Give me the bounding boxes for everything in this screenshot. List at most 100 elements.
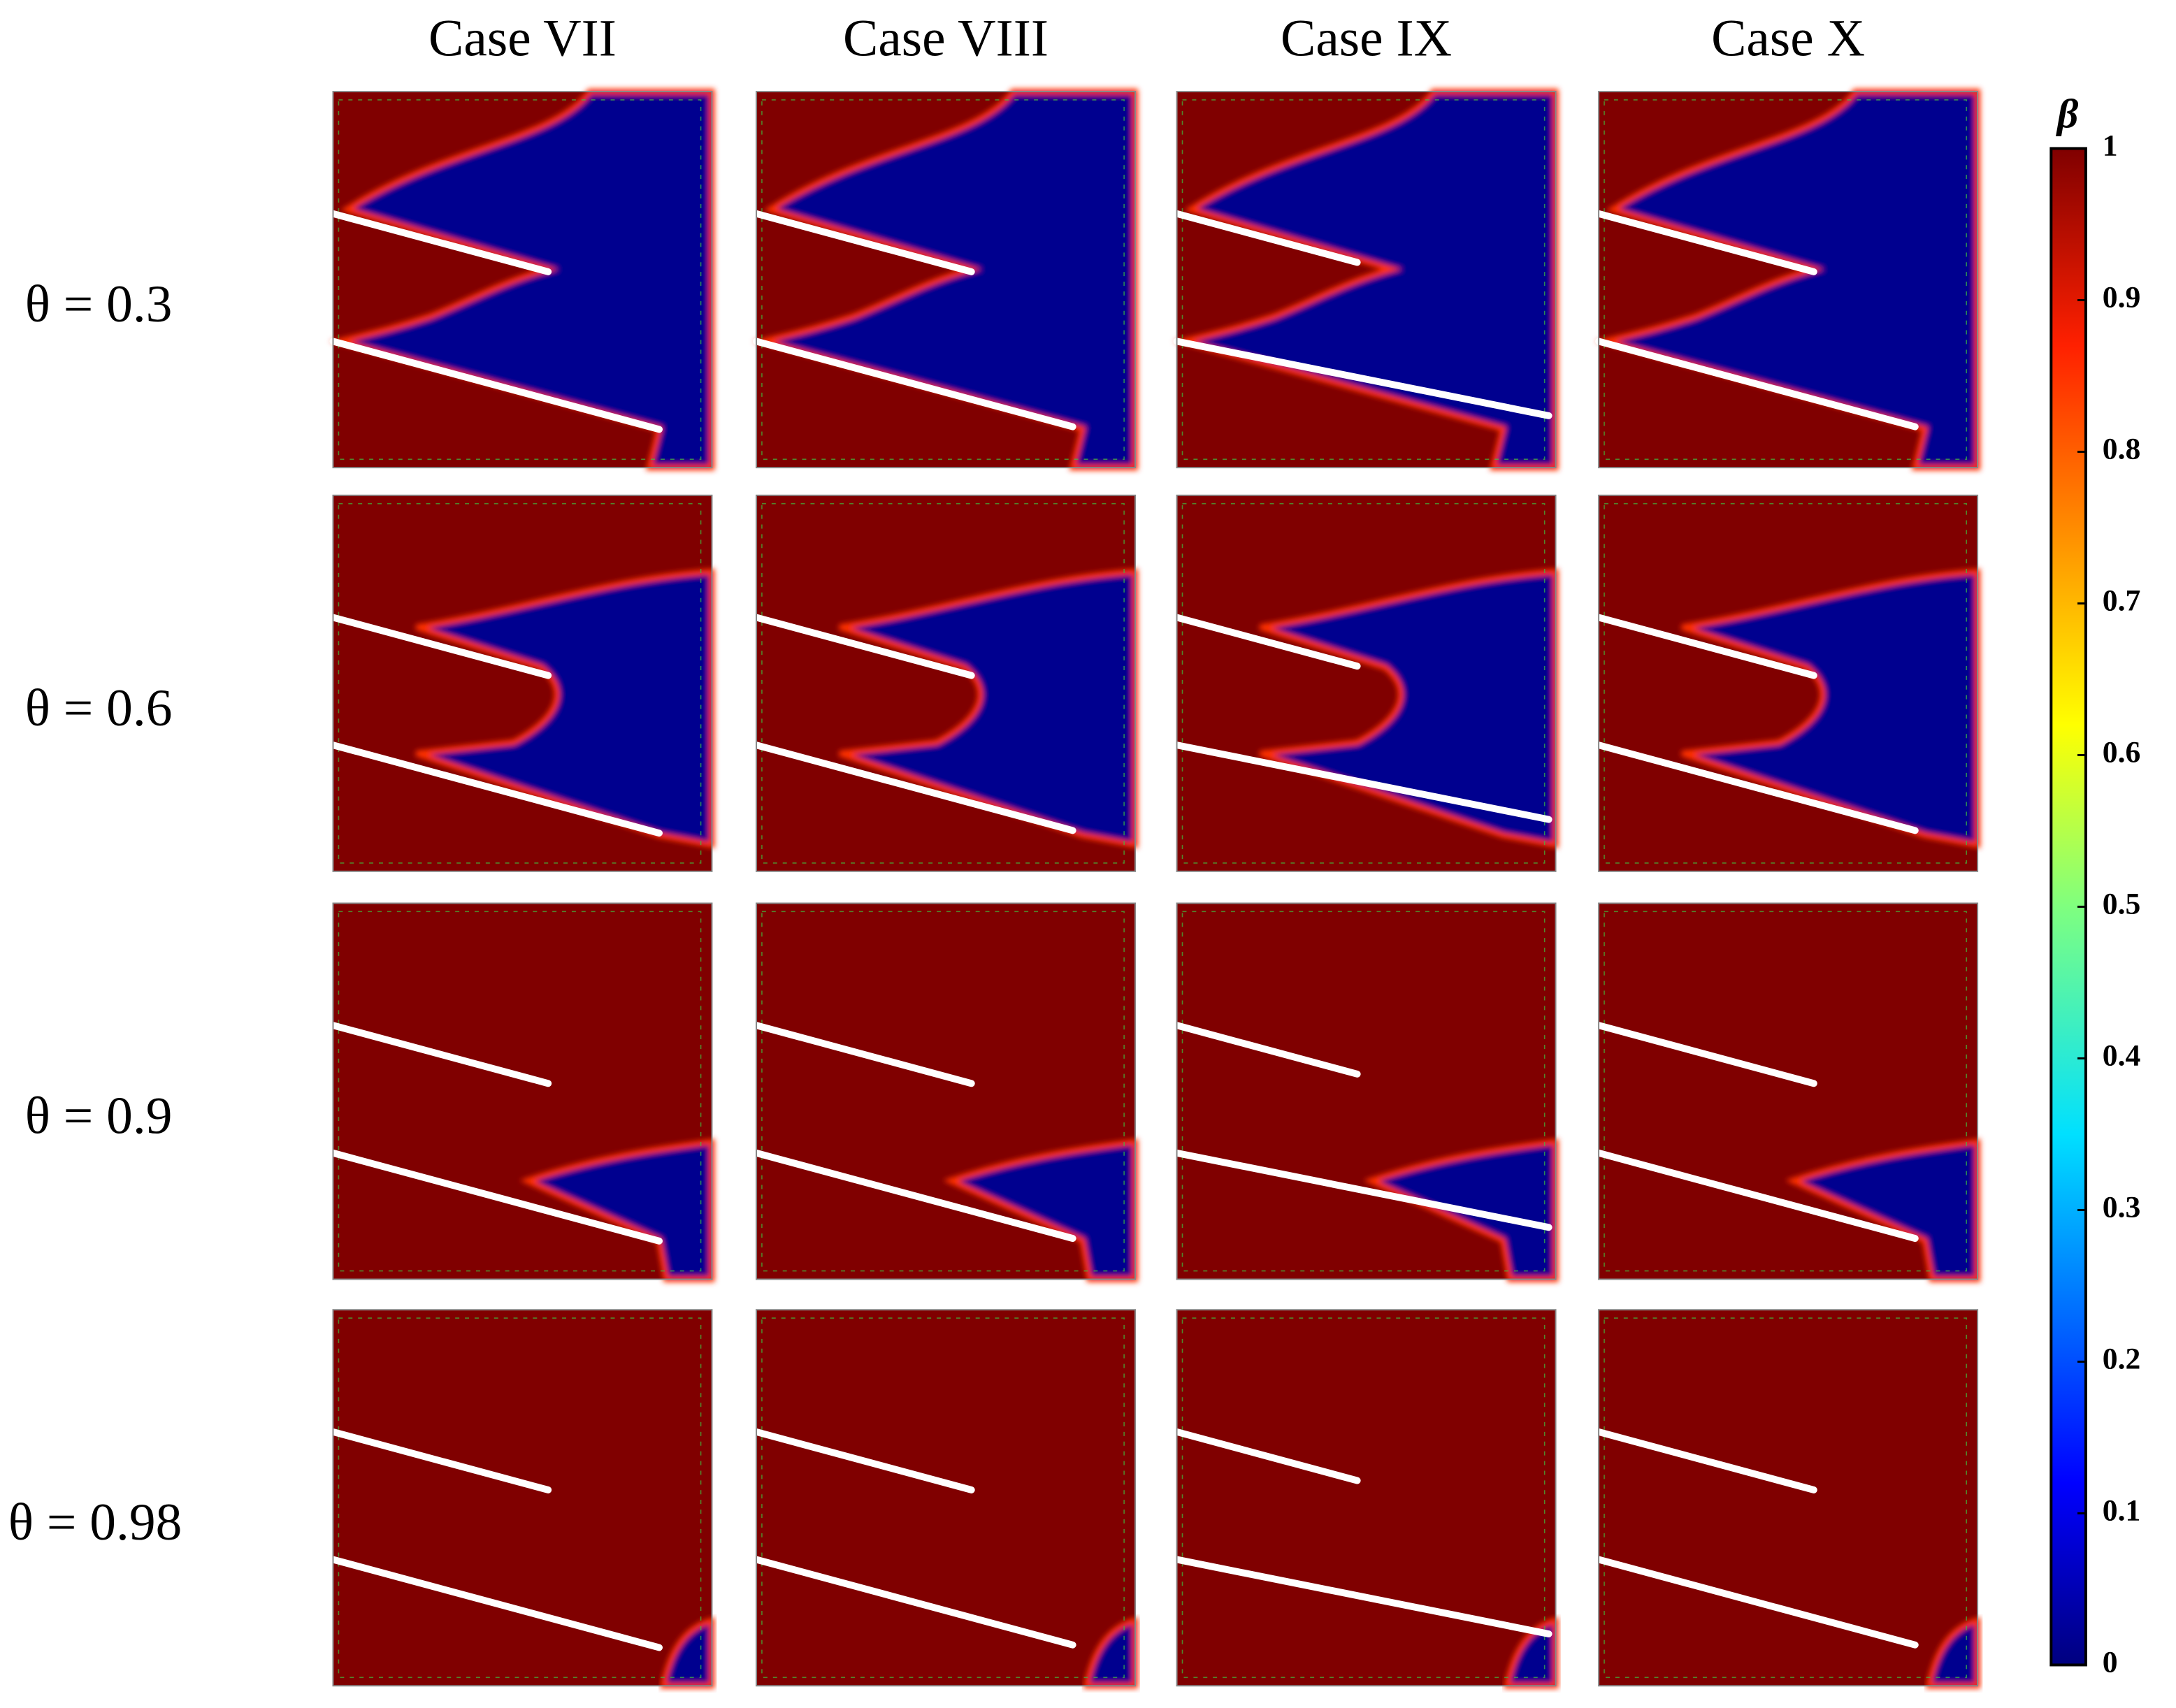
panel: [1595, 1309, 1981, 1689]
column-title: Case IX: [1281, 9, 1452, 67]
fin: [329, 614, 552, 679]
fin: [329, 210, 552, 275]
fin: [329, 1149, 663, 1245]
panel: [329, 902, 715, 1282]
fin: [753, 741, 1076, 834]
fin: [1173, 614, 1361, 670]
panel-background: [1599, 1310, 1978, 1686]
flow-arrows: [1181, 502, 1545, 864]
panel: [752, 89, 1138, 471]
flow-arrows: [1604, 99, 1968, 460]
flow-arrows: [1181, 911, 1545, 1272]
colorbar-label: β: [2056, 91, 2079, 137]
fin: [1173, 1428, 1361, 1484]
fin: [753, 1022, 975, 1087]
panel: [1595, 494, 1981, 872]
fin: [1595, 1149, 1919, 1243]
panel-border: [1176, 1309, 1557, 1687]
fin: [1595, 614, 1817, 679]
panel: [329, 494, 715, 872]
fin: [329, 338, 663, 433]
panel-border: [756, 91, 1136, 469]
fin: [1595, 1428, 1817, 1493]
panel: [1173, 494, 1559, 872]
colorbar-tick-label: 0: [2103, 1645, 2118, 1679]
fin: [753, 338, 1076, 430]
row-title: θ = 0.6: [25, 679, 173, 737]
panel-background: [756, 1310, 1136, 1686]
fin: [1173, 210, 1361, 266]
liquid-region: [1680, 568, 1981, 848]
liquid-region: [1594, 89, 1981, 471]
flow-arrows: [338, 911, 702, 1272]
flow-arrows: [761, 1317, 1125, 1679]
fin: [329, 1428, 552, 1493]
fin: [753, 1428, 975, 1493]
panel-border: [756, 1309, 1136, 1687]
row-title: θ = 0.98: [8, 1493, 182, 1551]
colorbar-tick-label: 0.7: [2103, 584, 2141, 617]
panel-background: [1176, 1310, 1556, 1686]
liquid-region: [838, 568, 1138, 848]
flow-arrows: [1181, 99, 1545, 460]
panel: [753, 902, 1138, 1282]
flow-arrows: [1604, 1317, 1968, 1679]
panel-border: [1598, 91, 1979, 469]
fin: [329, 1556, 663, 1651]
liquid-region: [943, 1138, 1138, 1282]
panel-border: [332, 902, 713, 1280]
flow-arrows: [338, 502, 702, 864]
flow-arrows: [338, 99, 702, 460]
liquid-region: [1173, 89, 1559, 471]
panel-border: [332, 494, 713, 872]
liquid-region: [329, 89, 715, 471]
fin: [1173, 1556, 1552, 1637]
row-title: θ = 0.3: [25, 275, 173, 333]
colorbar-tick-label: 0.4: [2103, 1038, 2141, 1072]
column-title: Case VIII: [843, 9, 1049, 67]
fin: [329, 1022, 552, 1087]
panel: [1173, 1309, 1559, 1689]
colorbar-tick-label: 0.3: [2103, 1190, 2141, 1224]
flow-arrows: [1181, 1317, 1545, 1679]
panel-border: [1598, 494, 1979, 872]
panel: [329, 89, 715, 471]
panel-border: [1598, 1309, 1979, 1687]
fin: [1595, 741, 1919, 834]
liquid-region: [415, 568, 715, 848]
fin: [753, 210, 975, 275]
fin: [1595, 210, 1817, 275]
column-title: Case X: [1711, 9, 1865, 67]
panel-border: [1598, 902, 1979, 1280]
flow-arrows: [761, 911, 1125, 1272]
flow-arrows: [1604, 502, 1968, 864]
colorbar-tick-label: 0.9: [2103, 280, 2141, 314]
panel: [753, 1309, 1138, 1689]
panel-border: [756, 494, 1136, 872]
panel-border: [756, 902, 1136, 1280]
colorbar-tick-label: 0.5: [2103, 887, 2141, 920]
fin: [1595, 1022, 1817, 1087]
liquid-region: [752, 89, 1138, 471]
fin: [753, 1149, 1076, 1243]
colorbar-tick-label: 0.8: [2103, 432, 2141, 465]
colorbar-tick-label: 0.2: [2103, 1342, 2141, 1375]
fin: [329, 741, 663, 837]
fin: [1173, 1022, 1361, 1078]
panel: [329, 1309, 715, 1689]
flow-arrows: [1604, 911, 1968, 1272]
panel: [1594, 89, 1981, 471]
panel-border: [332, 1309, 713, 1687]
liquid-region: [519, 1138, 715, 1282]
liquid-region: [1785, 1138, 1981, 1282]
colorbar-tick-label: 0.6: [2103, 735, 2141, 769]
fin: [1595, 338, 1919, 430]
flow-arrows: [761, 99, 1125, 460]
panel: [1173, 89, 1559, 471]
flow-arrows: [761, 502, 1125, 864]
row-title: θ = 0.9: [25, 1087, 173, 1145]
flow-arrows: [338, 1317, 702, 1679]
fin: [1173, 741, 1552, 823]
fin: [753, 1556, 1076, 1649]
